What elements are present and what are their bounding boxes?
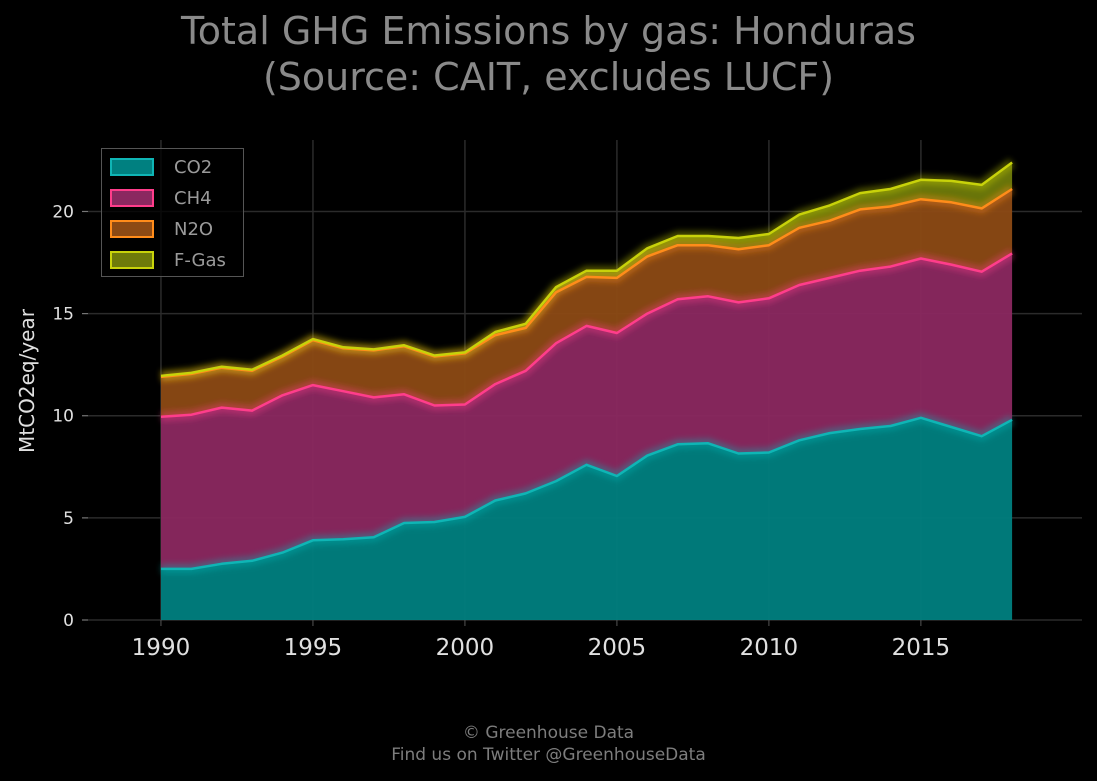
legend-swatch	[110, 220, 154, 238]
chart-legend: CO2 CH4 N2O F-Gas	[101, 148, 244, 277]
legend-item: CO2	[110, 155, 212, 179]
legend-label: N2O	[174, 218, 214, 240]
legend-item: N2O	[110, 217, 213, 241]
x-tick-label: 2015	[892, 635, 951, 661]
legend-item: CH4	[110, 186, 212, 210]
legend-label: F-Gas	[174, 249, 226, 271]
legend-swatch	[110, 158, 154, 176]
y-tick-label: 20	[52, 202, 74, 222]
legend-label: CH4	[174, 187, 212, 209]
legend-swatch	[110, 251, 154, 269]
co2-line	[161, 416, 1013, 571]
y-tick-label: 10	[52, 407, 74, 427]
x-tick-label: 1990	[132, 635, 191, 661]
y-tick-label: 15	[52, 305, 74, 325]
n2o-area	[161, 189, 1013, 417]
x-tick-label: 2010	[740, 635, 799, 661]
footer-twitter: Find us on Twitter @GreenhouseData	[391, 745, 706, 765]
legend-item: F-Gas	[110, 248, 226, 272]
x-tick-label: 2000	[436, 635, 495, 661]
chart-title-line1: Total GHG Emissions by gas: Honduras	[181, 9, 916, 53]
x-tick-label: 2005	[588, 635, 647, 661]
footer: © Greenhouse Data Find us on Twitter @Gr…	[0, 722, 1097, 766]
f-gas-line	[160, 161, 1013, 378]
ch4-area	[161, 253, 1013, 569]
legend-swatch	[110, 189, 154, 207]
footer-copyright: © Greenhouse Data	[462, 723, 635, 743]
chart-title: Total GHG Emissions by gas: Honduras (So…	[0, 8, 1097, 100]
y-axis-label: MtCO2eq/year	[15, 308, 39, 453]
co2-area	[161, 417, 1013, 620]
chart-title-line2: (Source: CAIT, excludes LUCF)	[262, 55, 835, 99]
legend-label: CO2	[174, 156, 213, 178]
x-tick-label: 1995	[284, 635, 343, 661]
y-tick-label: 0	[63, 611, 74, 631]
ch4-line	[160, 252, 1013, 419]
y-tick-label: 5	[63, 509, 74, 529]
